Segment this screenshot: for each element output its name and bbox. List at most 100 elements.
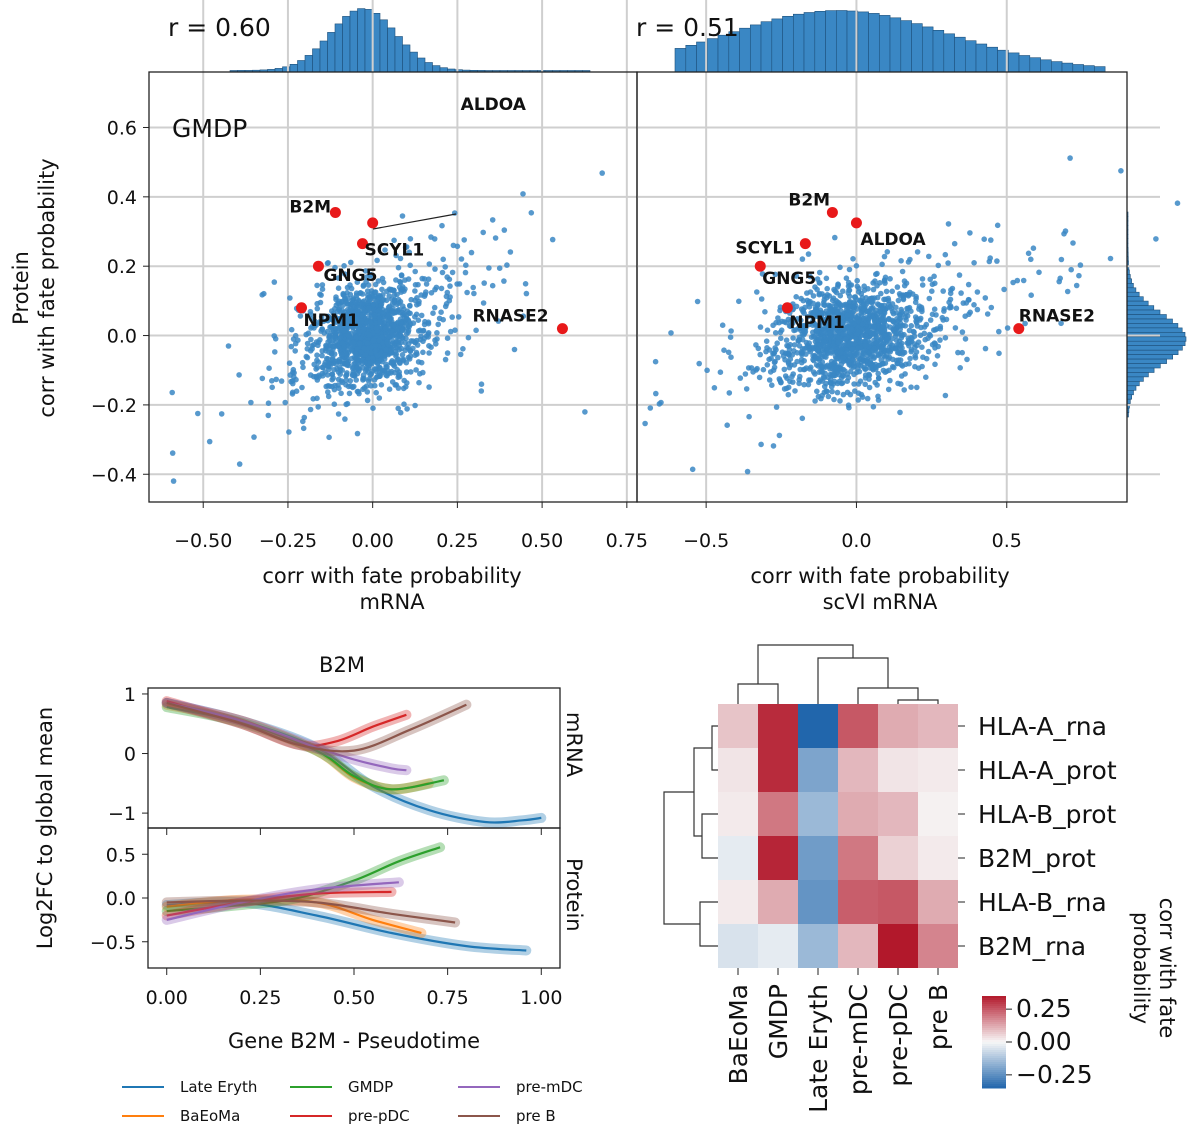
colorbar-tick-label: 0.00 — [1016, 1027, 1072, 1056]
heatmap-cell — [878, 836, 918, 880]
data-point — [327, 363, 333, 370]
data-point — [465, 334, 472, 341]
y-axis-label-line2: corr with fate probability — [35, 158, 59, 417]
data-point — [361, 376, 368, 382]
data-point — [840, 331, 846, 337]
data-point — [759, 271, 766, 277]
data-point — [420, 369, 426, 376]
data-point — [386, 286, 393, 293]
data-point — [408, 296, 415, 303]
marginal-histogram-protein — [1126, 211, 1187, 418]
data-point — [837, 264, 843, 271]
data-point — [862, 381, 868, 388]
data-point — [354, 430, 361, 437]
data-point — [774, 340, 780, 347]
data-point — [440, 316, 447, 323]
heatmap-cell — [718, 748, 758, 792]
data-point — [361, 307, 368, 314]
scatter-points-scvi — [582, 155, 1181, 475]
data-point — [788, 318, 794, 325]
data-point — [460, 346, 466, 352]
colorbar-segment — [982, 1064, 1006, 1067]
data-point — [799, 256, 806, 262]
data-point — [303, 353, 310, 360]
heatmap-cell — [718, 880, 758, 924]
data-point — [353, 316, 360, 323]
data-point — [642, 420, 648, 427]
data-point — [658, 399, 664, 406]
data-point — [379, 286, 385, 293]
data-point — [385, 312, 392, 319]
data-point — [367, 271, 374, 278]
histogram-bar — [739, 27, 751, 73]
data-point — [943, 316, 950, 323]
data-point — [426, 384, 432, 390]
data-point — [858, 313, 865, 319]
data-point — [831, 286, 837, 293]
data-point — [405, 276, 412, 282]
data-point — [898, 330, 904, 337]
colorbar-segment — [982, 1060, 1006, 1063]
data-point — [823, 275, 830, 282]
data-point — [397, 255, 404, 262]
data-point — [468, 249, 475, 256]
data-point — [314, 282, 320, 289]
colorbar-tick-label: 0.25 — [1016, 994, 1072, 1023]
data-point — [893, 304, 899, 311]
data-point — [329, 356, 336, 363]
histogram-bar — [986, 46, 998, 73]
data-point — [374, 360, 381, 367]
data-point — [272, 349, 278, 355]
data-point — [831, 359, 838, 366]
data-point — [919, 282, 926, 288]
data-point — [369, 355, 376, 361]
data-point — [772, 330, 779, 336]
heatmap-cell — [918, 836, 958, 880]
column-label: pre-pDC — [884, 984, 913, 1087]
data-point — [315, 404, 322, 410]
heatmap-column-labels: BaEoMa GMDP Late Eryth pre-mDC pre-pDC pre B — [724, 968, 953, 1113]
data-point — [896, 291, 903, 297]
data-point — [837, 313, 843, 319]
data-point — [403, 369, 410, 375]
data-point — [808, 334, 815, 341]
histogram-bar — [792, 13, 805, 73]
row-label: HLA-B_rna — [978, 888, 1107, 917]
data-point — [829, 388, 835, 395]
y-tick-label: 1 — [124, 684, 136, 706]
colorbar-segment — [982, 1054, 1006, 1057]
data-point — [511, 346, 518, 353]
data-point — [393, 252, 399, 259]
data-point — [402, 339, 409, 346]
data-point — [933, 312, 939, 318]
data-point — [431, 304, 438, 311]
x-axis-label-mrna-line2: mRNA — [359, 590, 425, 614]
data-point — [335, 275, 342, 281]
data-point — [844, 324, 851, 331]
colorbar-segment — [982, 1020, 1006, 1023]
histogram-bar — [1040, 59, 1052, 73]
data-point — [266, 365, 272, 372]
data-point — [865, 286, 871, 292]
dendrogram-branch — [701, 813, 718, 859]
data-point — [962, 336, 969, 342]
data-point — [457, 351, 464, 358]
gene-label-gng5: GNG5 — [323, 266, 377, 286]
data-point — [314, 352, 320, 359]
data-point — [348, 259, 354, 266]
data-point — [1067, 155, 1073, 161]
data-point — [757, 324, 764, 330]
data-point — [309, 346, 315, 352]
highlight-point-rnase2 — [1013, 323, 1025, 335]
histogram-bar — [1126, 278, 1132, 284]
grid-scvi — [637, 0, 1160, 502]
data-point — [373, 389, 380, 396]
gene-label-gng5: GNG5 — [762, 269, 816, 289]
data-point — [415, 281, 421, 288]
gene-label-aldoa: ALDOA — [860, 230, 926, 250]
row-label: B2M_prot — [978, 844, 1096, 873]
data-point — [335, 285, 342, 292]
data-point — [501, 227, 508, 233]
trend-line-pre-b — [166, 899, 456, 924]
data-point — [856, 368, 863, 375]
